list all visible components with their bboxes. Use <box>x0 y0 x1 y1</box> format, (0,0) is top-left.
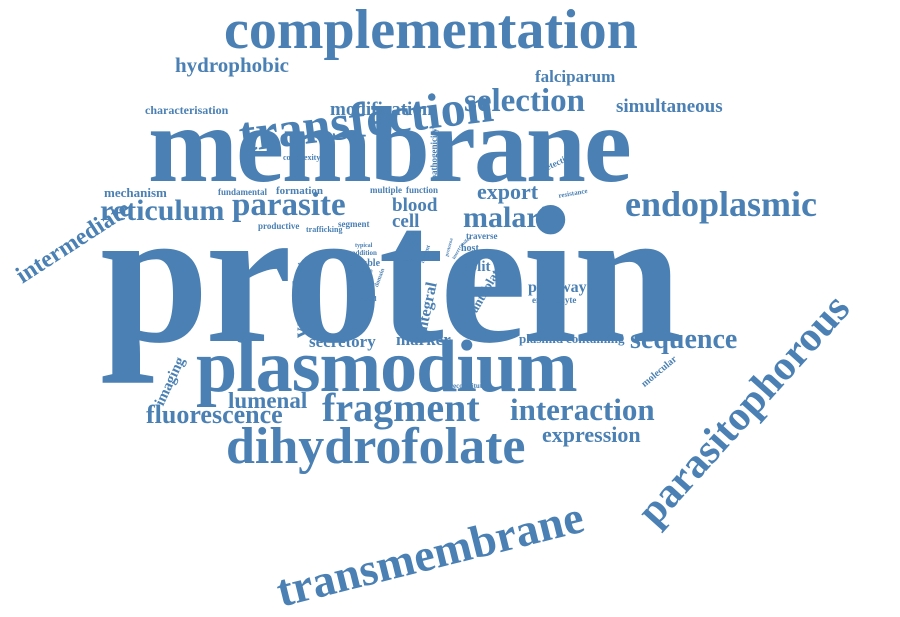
word-erythrocyte: erythrocyte <box>532 295 577 305</box>
word-segment: segment <box>338 219 370 229</box>
word-enzyme: enzyme <box>350 267 373 275</box>
word-interaction: interaction <box>510 392 655 427</box>
word-characterisation: characterisation <box>145 103 229 117</box>
word-fluorescence: fluorescence <box>146 400 283 429</box>
word-pathway: pathway <box>528 279 587 296</box>
word-stable: stable <box>406 232 419 237</box>
word-host: host <box>461 243 479 254</box>
word-traverse: traverse <box>466 231 498 241</box>
word-reconstitute: reconstitute <box>450 382 486 390</box>
word-addition: addition <box>352 249 377 257</box>
word-parasite: parasite <box>232 187 346 223</box>
word-plasmid: plasmid <box>519 331 564 346</box>
word-complementation: complementation <box>224 0 638 61</box>
word-simultaneous: simultaneous <box>616 96 723 117</box>
word-dihydrofolate: dihydrofolate <box>226 418 526 475</box>
word-selection: selection <box>464 83 585 119</box>
word-plasmodium: plasmodium <box>196 326 578 408</box>
word-formation: formation <box>276 185 324 197</box>
word-complexity: complexity <box>283 153 321 162</box>
word-stage: stage <box>404 258 415 263</box>
word-membrane: membrane <box>148 86 632 205</box>
word-multiple: multiple <box>370 185 403 195</box>
word-study: study <box>405 240 420 246</box>
word-split: split <box>463 259 491 275</box>
word-method: method <box>354 295 377 303</box>
word-reticulum: reticulum <box>100 194 225 227</box>
word-cloud: protein membrane complementation plasmod… <box>11 0 859 617</box>
word-export: export <box>477 179 539 204</box>
word-expression: expression <box>542 422 641 447</box>
word-hydrophobic: hydrophobic <box>175 53 289 77</box>
word-sequence: sequence <box>630 324 738 355</box>
word-malaria: malaria <box>463 201 563 234</box>
word-trafficking: trafficking <box>306 225 343 234</box>
word-blood: blood <box>392 195 438 216</box>
word-soluble: soluble <box>350 258 381 269</box>
word-transmembrane: transmembrane <box>271 491 589 617</box>
word-function: function <box>406 185 439 195</box>
word-falciparum: falciparum <box>535 67 616 86</box>
word-mechanism: mechanism <box>104 185 167 200</box>
word-productive: productive <box>258 221 300 231</box>
word-typical: typical <box>355 243 373 249</box>
word-pathogenicity: pathogenicity <box>429 127 439 180</box>
word-marker: marker <box>396 330 451 349</box>
word-cell: cell <box>392 211 420 232</box>
word-protein: protein <box>100 167 682 384</box>
word-modification: modification <box>330 99 433 120</box>
word-secretory: secretory <box>309 332 376 351</box>
word-endoplasmic: endoplasmic <box>625 184 818 224</box>
word-fundamental: fundamental <box>218 187 268 197</box>
word-lumenal: lumenal <box>228 388 308 413</box>
word-fragment: fragment <box>322 385 480 430</box>
word-containing: containing <box>566 331 625 346</box>
